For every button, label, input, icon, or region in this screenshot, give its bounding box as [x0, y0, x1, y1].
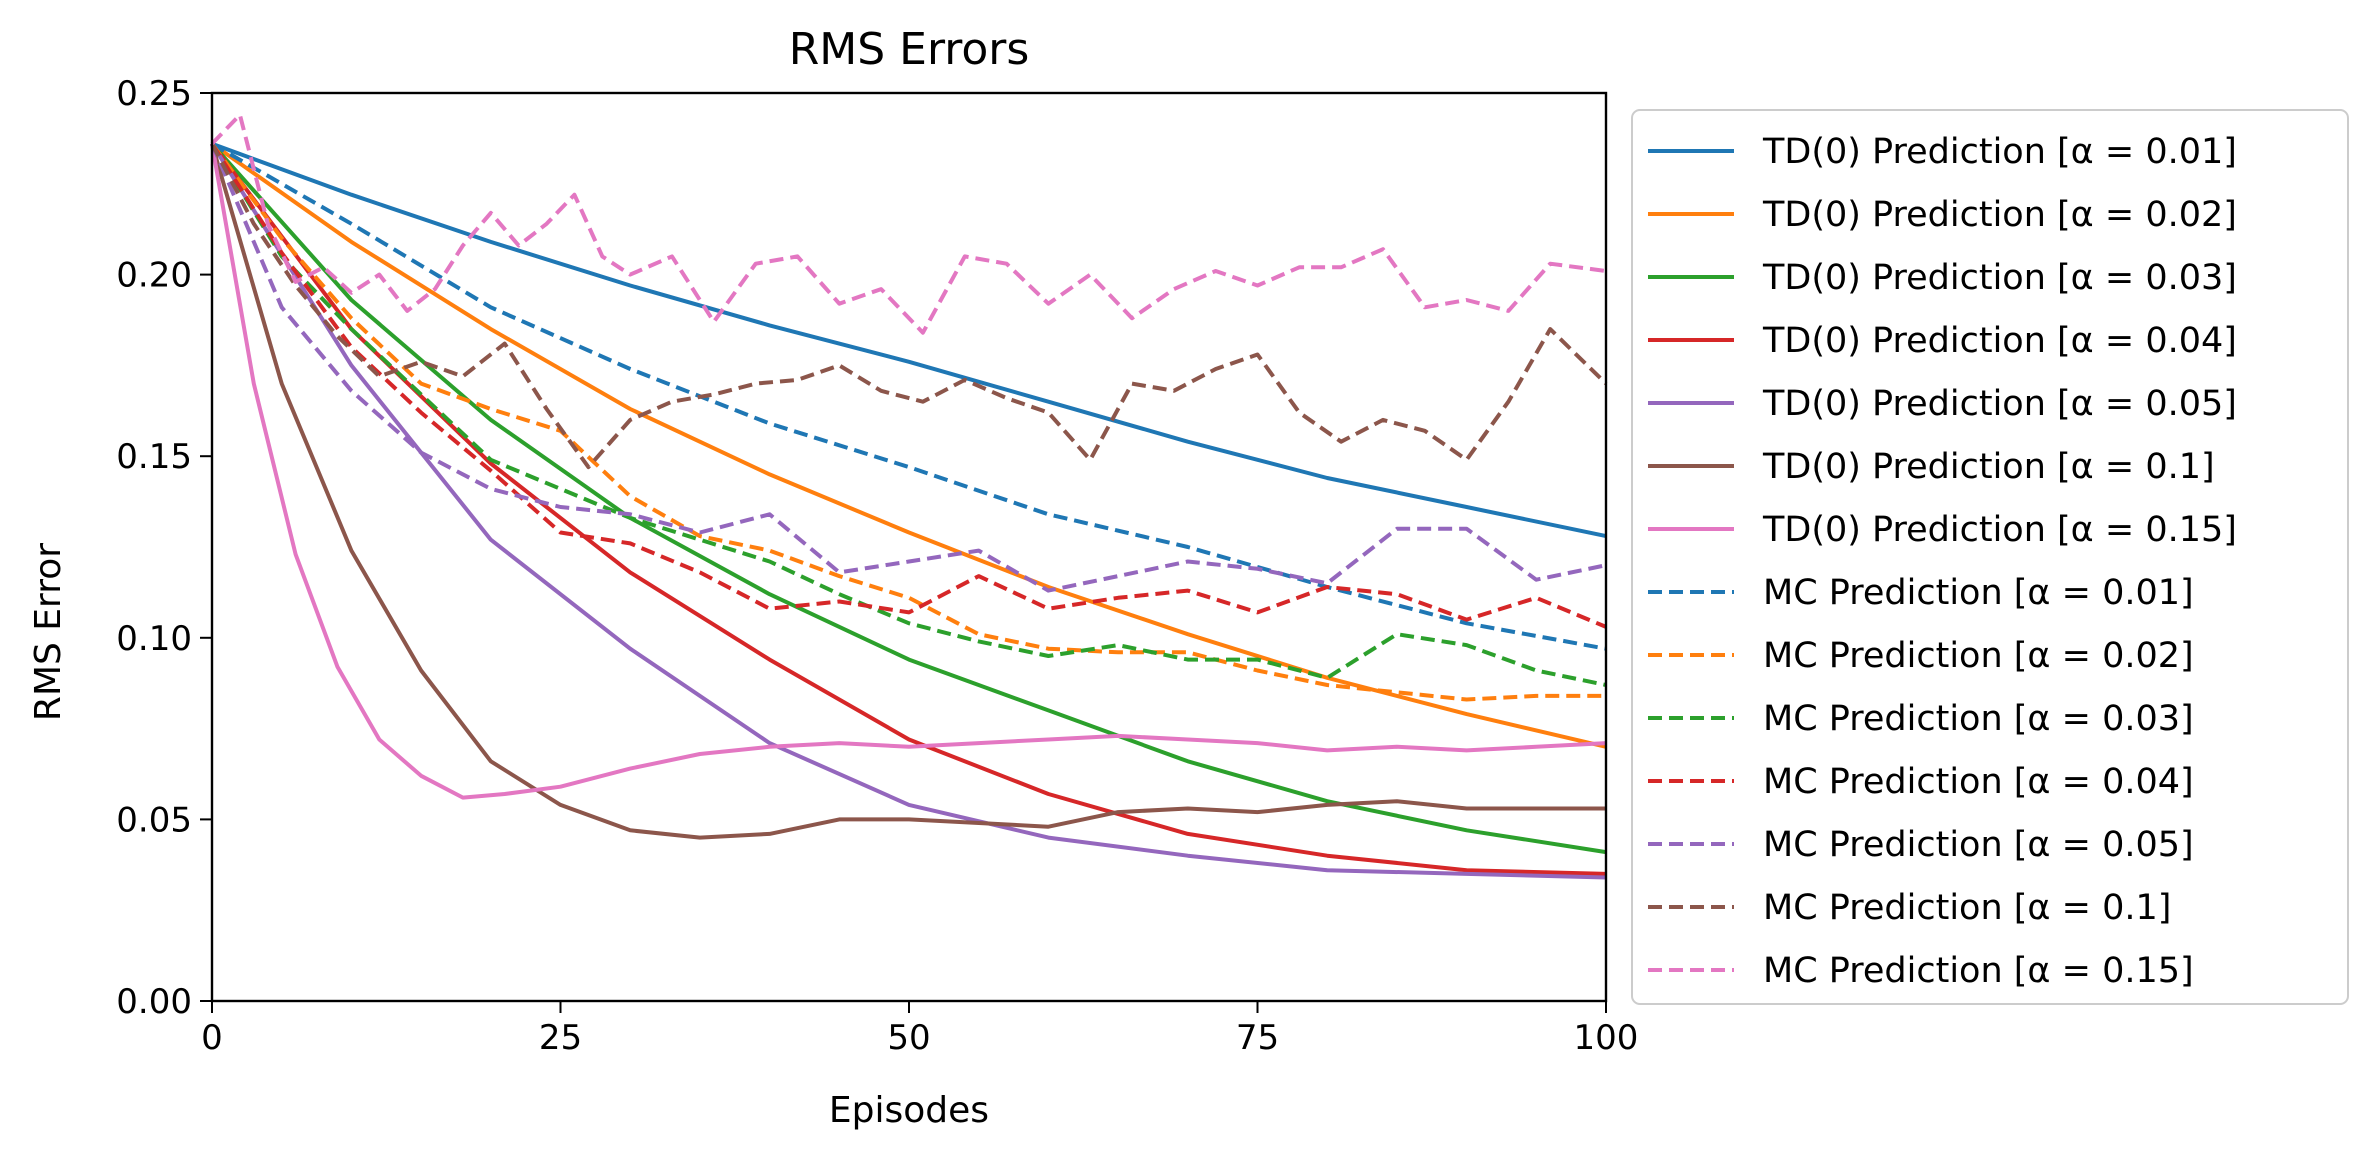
series-line-2: [210, 142, 1607, 749]
x-tick-label: 0: [201, 1018, 223, 1058]
series-line-6: [210, 143, 1606, 840]
legend-label: MC Prediction [α = 0.02]: [1763, 636, 2194, 676]
legend-label: MC Prediction [α = 0.1]: [1763, 888, 2171, 928]
series-line-7: [210, 143, 1607, 800]
series-line-9: [210, 142, 1606, 702]
y-tick-label: 0.05: [116, 800, 192, 840]
legend: TD(0) Prediction [α = 0.01] TD(0) Predict…: [1631, 109, 2349, 1005]
plot-lines: [210, 112, 1608, 880]
series-line-10: [210, 142, 1607, 687]
y-tick-label: 0.15: [116, 437, 192, 477]
x-axis-label: Episodes: [829, 1090, 989, 1131]
legend-label: MC Prediction [α = 0.03]: [1763, 699, 2194, 739]
legend-label: TD(0) Prediction [α = 0.01]: [1762, 132, 2237, 172]
legend-label: MC Prediction [α = 0.05]: [1763, 825, 2194, 865]
y-tick-label: 0.00: [116, 982, 192, 1022]
legend-label: MC Prediction [α = 0.01]: [1763, 573, 2194, 613]
series-line-1: [211, 141, 1607, 539]
legend-label: TD(0) Prediction [α = 0.04]: [1762, 321, 2237, 361]
series-line-3: [210, 142, 1607, 855]
y-axis-label: RMS Error: [28, 543, 69, 721]
legend-label: MC Prediction [α = 0.15]: [1763, 951, 2194, 991]
y-axis-ticks: 0.00 0.05 0.10 0.15 0.20 0.25: [116, 74, 212, 1022]
legend-label: TD(0) Prediction [α = 0.05]: [1762, 384, 2237, 424]
legend-label: MC Prediction [α = 0.04]: [1763, 762, 2194, 802]
legend-label: TD(0) Prediction [α = 0.15]: [1762, 510, 2237, 550]
chart-title: RMS Errors: [789, 24, 1030, 75]
x-tick-label: 100: [1574, 1018, 1639, 1058]
x-tick-label: 75: [1236, 1018, 1279, 1058]
x-axis-ticks: 0 25 50 75 100: [201, 1001, 1638, 1058]
legend-label: TD(0) Prediction [α = 0.02]: [1762, 195, 2237, 235]
series-line-11: [210, 142, 1607, 629]
legend-label: TD(0) Prediction [α = 0.03]: [1762, 258, 2237, 298]
series-line-12: [210, 143, 1607, 593]
y-tick-label: 0.25: [116, 74, 192, 114]
series-line-13: [210, 142, 1608, 470]
y-tick-label: 0.20: [116, 256, 192, 296]
x-tick-label: 25: [539, 1018, 582, 1058]
series-line-14: [210, 112, 1607, 335]
legend-label: TD(0) Prediction [α = 0.1]: [1762, 447, 2215, 487]
x-tick-label: 50: [887, 1018, 930, 1058]
y-tick-label: 0.10: [116, 619, 192, 659]
legend-box: [1631, 109, 2349, 1005]
series-line-5: [210, 142, 1607, 880]
